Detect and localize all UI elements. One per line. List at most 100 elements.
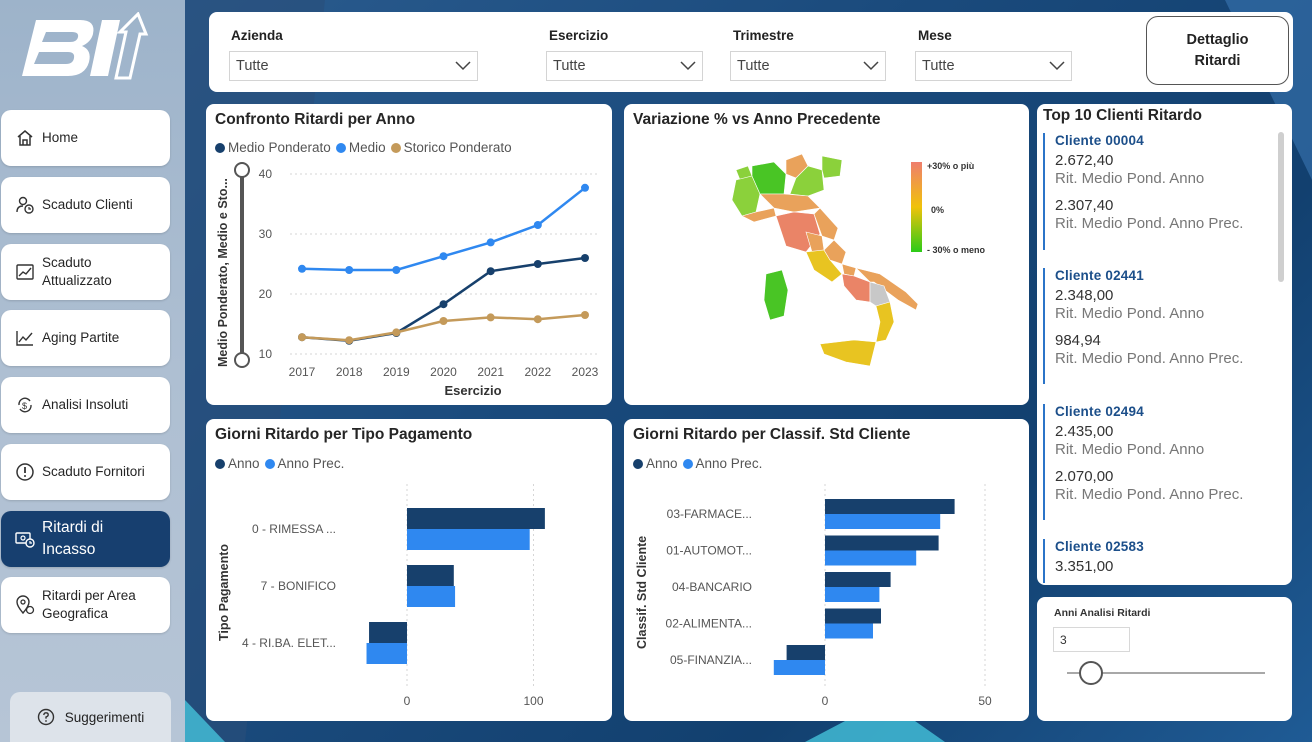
slicer-handle[interactable] [1078, 661, 1103, 685]
data-point[interactable] [486, 267, 495, 276]
y-tick-label: 40 [259, 167, 273, 181]
nav-ritardi-area-geografica[interactable]: Ritardi per Area Geografica [1, 577, 170, 633]
category-label: 03-FARMACE... [667, 507, 752, 521]
user-clock-icon [16, 196, 34, 214]
bar[interactable] [825, 535, 939, 551]
y-axis-label: Medio Ponderato, Medio e Sto... [216, 178, 230, 367]
data-point[interactable] [581, 183, 589, 192]
money-clock-icon [15, 532, 35, 548]
client-label-anno-prec: Rit. Medio Pond. Anno Prec. [1055, 486, 1244, 503]
nav-scaduto-clienti[interactable]: Scaduto Clienti [1, 177, 170, 233]
client-name[interactable]: Cliente 02441 [1055, 268, 1144, 283]
data-point[interactable] [581, 311, 589, 319]
slicer-title: Anni Analisi Ritardi [1054, 607, 1151, 619]
category-label: 05-FINANZIA... [670, 653, 752, 667]
bar[interactable] [366, 643, 407, 664]
data-point[interactable] [392, 266, 401, 274]
y-range-slider-handle-top[interactable] [234, 162, 250, 178]
top10-card: Top 10 Clienti Ritardo [1037, 104, 1292, 585]
data-point[interactable] [533, 221, 542, 229]
bar[interactable] [786, 645, 825, 660]
bar[interactable] [407, 565, 454, 586]
data-point[interactable] [486, 238, 495, 247]
bar[interactable] [825, 587, 880, 602]
data-point[interactable] [345, 336, 354, 345]
data-point[interactable] [439, 300, 448, 309]
slicer-value-input[interactable]: 3 [1053, 627, 1130, 652]
client-label-anno: Rit. Medio Pond. Anno [1055, 305, 1205, 322]
nav-aging-partite[interactable]: Aging Partite [1, 310, 170, 366]
bar[interactable] [825, 572, 891, 587]
y-range-slider-track[interactable] [240, 171, 244, 361]
client-name[interactable]: Cliente 00004 [1055, 133, 1144, 148]
client-card: Cliente 02494 2.435,00 Rit. Medio Pond. … [1043, 404, 1278, 520]
legend-label: Anno [646, 456, 678, 471]
bar[interactable] [407, 586, 456, 607]
legend-dot [390, 142, 401, 153]
nav-home[interactable]: Home [1, 110, 170, 166]
data-point[interactable] [392, 328, 401, 337]
y-range-slider-handle-bottom[interactable] [234, 352, 250, 368]
esercizio-dropdown[interactable]: Tutte [546, 51, 703, 81]
bar[interactable] [825, 608, 881, 624]
nav-label: Scaduto Fornitori [42, 464, 145, 479]
nav-analisi-insoluti[interactable]: $ Analisi Insoluti [1, 377, 170, 433]
line-chart-legend: Medio Ponderato Medio Storico Ponderato [215, 140, 517, 155]
line-chart-card: Confronto Ritardi per Anno Medio Pondera… [206, 104, 612, 405]
bar[interactable] [825, 514, 941, 529]
legend-dot [633, 458, 643, 469]
map-legend-low: - 30% o meno [927, 245, 986, 255]
map-pin-money-icon [16, 595, 35, 615]
bar[interactable] [369, 622, 407, 643]
data-point[interactable] [298, 264, 306, 273]
bar[interactable] [825, 623, 873, 639]
bar2-legend: Anno Anno Prec. [633, 456, 767, 471]
client-name[interactable]: Cliente 02494 [1055, 404, 1144, 419]
line-chart: Medio Ponderato, Medio e Sto... Esercizi… [216, 162, 599, 398]
data-point[interactable] [439, 317, 448, 325]
chevron-down-icon [680, 61, 696, 71]
client-value-anno: 2.672,40 [1055, 152, 1114, 169]
chart-money-icon [16, 264, 34, 280]
bar[interactable] [407, 529, 530, 550]
legend-dot [215, 142, 225, 153]
slicer-track[interactable] [1067, 672, 1265, 674]
data-point[interactable] [533, 260, 542, 268]
mese-dropdown[interactable]: Tutte [915, 51, 1072, 81]
region-liguria [741, 207, 777, 223]
map-title: Variazione % vs Anno Precedente [633, 111, 881, 128]
bar[interactable] [407, 508, 545, 529]
bar[interactable] [825, 499, 955, 514]
data-point[interactable] [581, 254, 589, 262]
nav-ritardi-incasso[interactable]: Ritardi di Incasso [1, 511, 170, 567]
trimestre-dropdown[interactable]: Tutte [730, 51, 886, 81]
data-point[interactable] [439, 252, 448, 261]
data-point[interactable] [298, 333, 306, 342]
sidebar: Home Scaduto Clienti Scaduto Attualizzat… [0, 0, 185, 742]
suggestions-button[interactable]: Suggerimenti [10, 692, 171, 742]
dettaglio-ritardi-label: Dettaglio Ritardi [1186, 31, 1249, 69]
top10-scrollbar[interactable] [1278, 132, 1284, 282]
bar[interactable] [773, 660, 825, 675]
data-point[interactable] [345, 266, 354, 274]
category-label: 01-AUTOMOT... [666, 544, 752, 558]
filter-label-azienda: Azienda [231, 28, 283, 43]
azienda-dropdown[interactable]: Tutte [229, 51, 478, 81]
legend-label: Anno Prec. [695, 456, 763, 471]
bar[interactable] [825, 550, 917, 566]
data-point[interactable] [533, 315, 542, 324]
map-card: Variazione % vs Anno Precedente [624, 104, 1029, 405]
data-point[interactable] [486, 313, 495, 322]
nav-scaduto-attualizzato[interactable]: Scaduto Attualizzato [1, 244, 170, 300]
x-tick-label: 2021 [477, 365, 504, 379]
client-card: Cliente 02583 3.351,00 [1043, 539, 1278, 583]
nav-scaduto-fornitori[interactable]: Scaduto Fornitori [1, 444, 170, 500]
category-label: 4 - RI.BA. ELET... [242, 636, 336, 650]
region-marche [813, 207, 839, 241]
client-name[interactable]: Cliente 02583 [1055, 539, 1144, 554]
dettaglio-ritardi-button[interactable]: Dettaglio Ritardi [1146, 16, 1289, 85]
legend-label: Medio Ponderato [228, 140, 331, 155]
nav-label: Ritardi per Area Geografica [42, 588, 136, 621]
map-legend-mid: 0% [931, 205, 944, 215]
region-sardegna [763, 269, 789, 321]
